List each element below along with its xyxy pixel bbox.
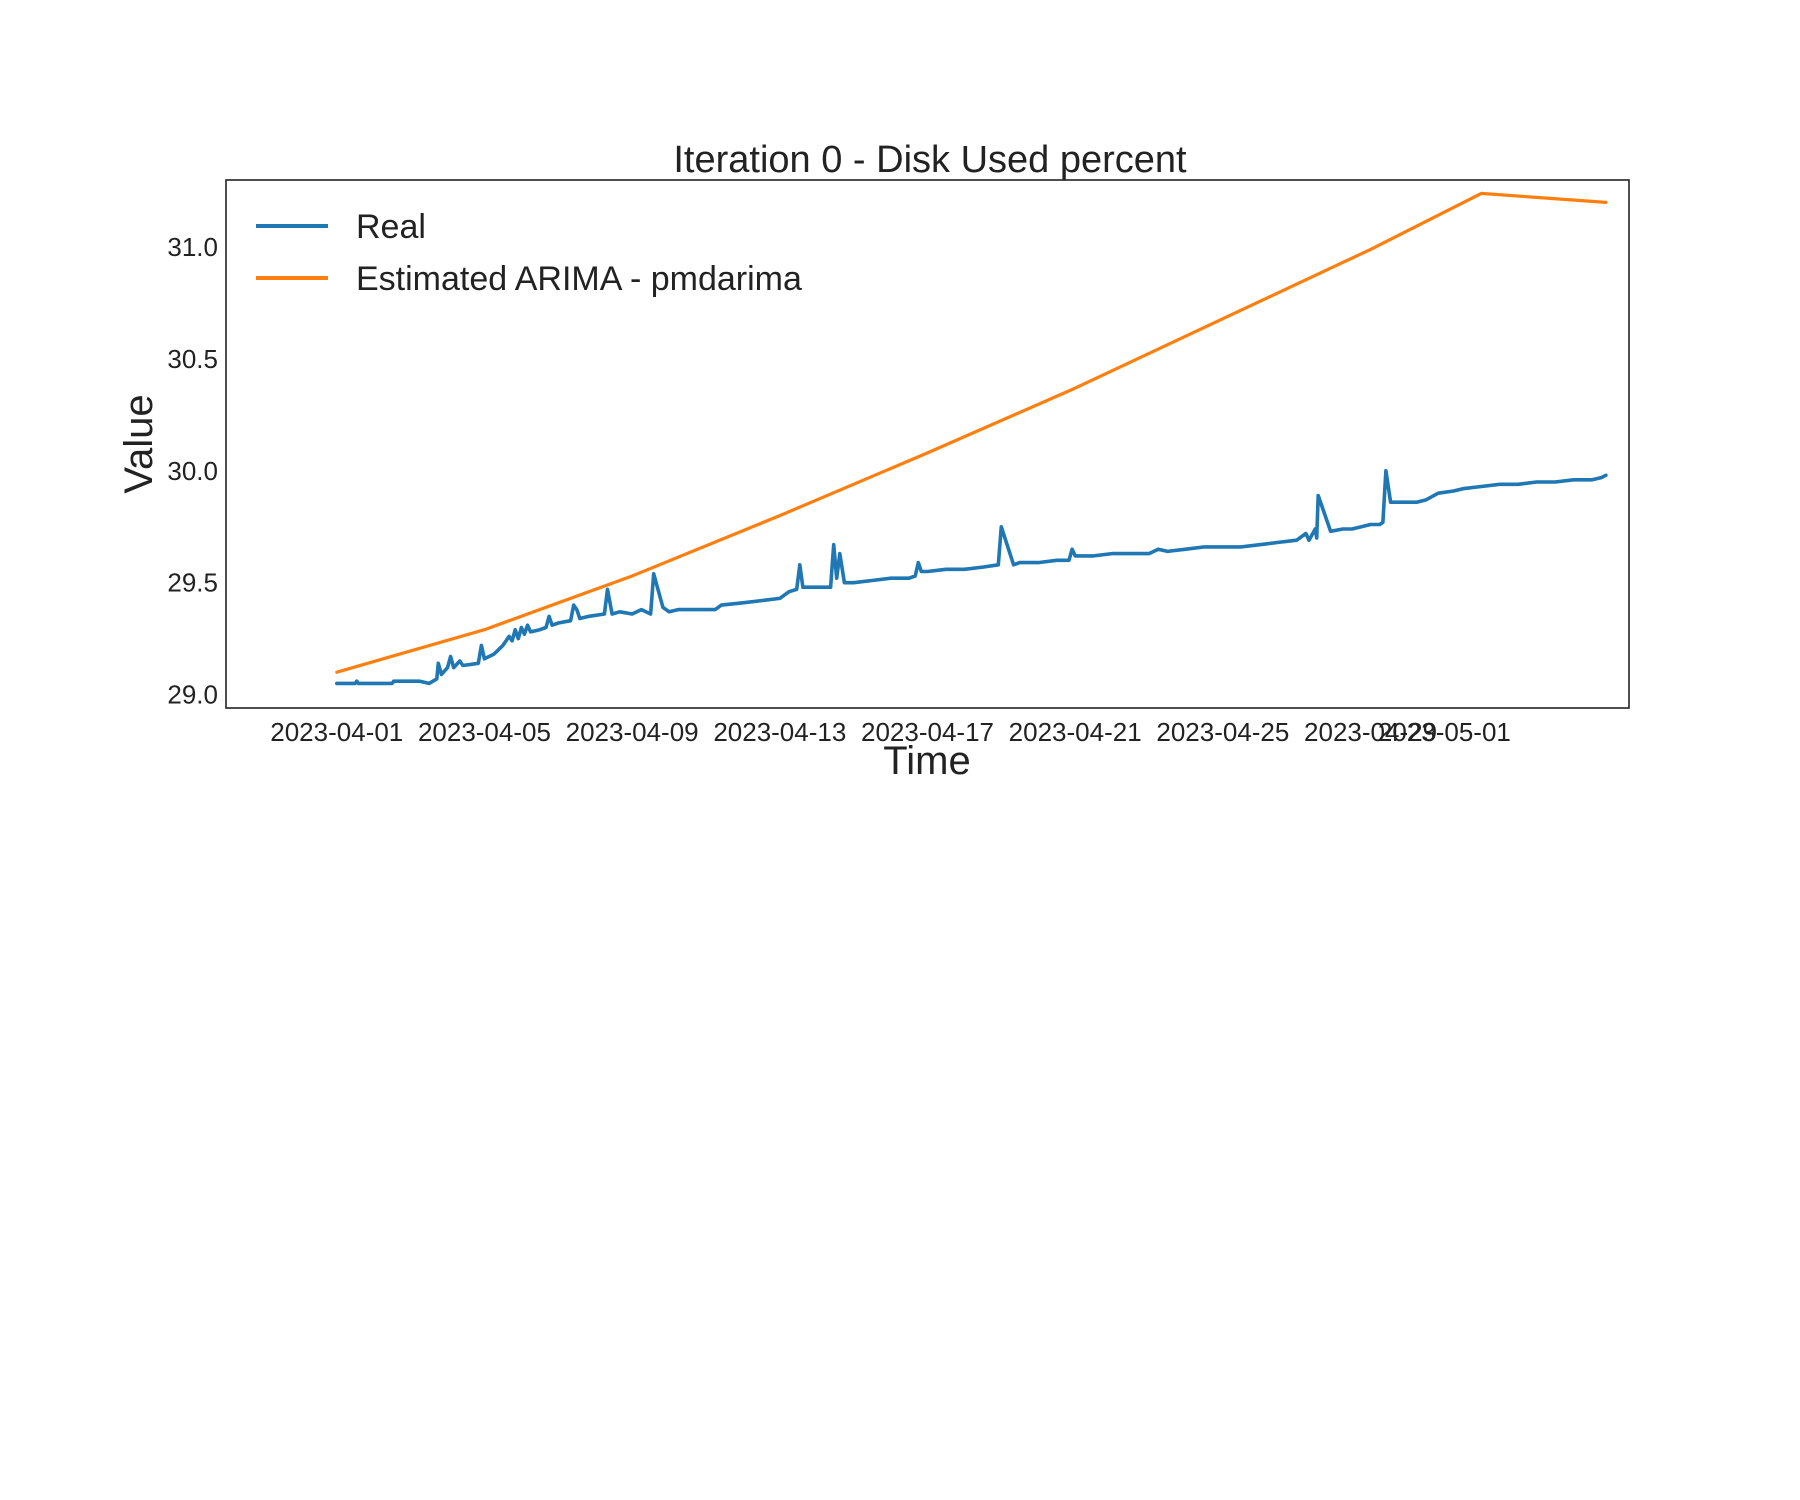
y-tick-label: 30.5 xyxy=(167,344,218,374)
y-axis: 29.0 29.5 30.0 30.5 31.0 xyxy=(167,232,218,709)
plot-frame xyxy=(225,179,1630,709)
legend: Real Estimated ARIMA - pmdarima xyxy=(256,208,802,298)
x-tick-label: 2023-04-29 xyxy=(1304,717,1437,747)
x-tick-label: 2023-04-09 xyxy=(566,717,699,747)
x-axis: 2023-04-01 2023-04-05 2023-04-09 2023-04-13… xyxy=(270,717,1511,747)
x-tick-label: 2023-04-21 xyxy=(1009,717,1142,747)
y-tick-label: 29.0 xyxy=(167,680,218,710)
legend-label-estimated: Estimated ARIMA - pmdarima xyxy=(356,260,802,298)
x-tick-label: 2023-04-17 xyxy=(861,717,994,747)
chart-title: Iteration 0 - Disk Used percent xyxy=(673,139,1187,181)
y-tick-label: 31.0 xyxy=(167,232,218,262)
x-tick-label: 2023-04-01 xyxy=(270,717,403,747)
series-line-estimated xyxy=(335,191,1608,674)
plot-area xyxy=(335,191,1608,686)
x-axis-label: Time xyxy=(883,739,970,783)
legend-label-real: Real xyxy=(356,208,426,246)
series-line-real xyxy=(335,469,1608,686)
y-axis-label: Value xyxy=(117,394,161,493)
x-tick-label: 2023-04-05 xyxy=(418,717,551,747)
x-tick-label: 2023-04-13 xyxy=(713,717,846,747)
y-tick-label: 30.0 xyxy=(167,456,218,486)
y-tick-label: 29.5 xyxy=(167,568,218,598)
x-tick-label: 2023-05-01 xyxy=(1378,717,1511,747)
x-tick-label: 2023-04-25 xyxy=(1156,717,1289,747)
